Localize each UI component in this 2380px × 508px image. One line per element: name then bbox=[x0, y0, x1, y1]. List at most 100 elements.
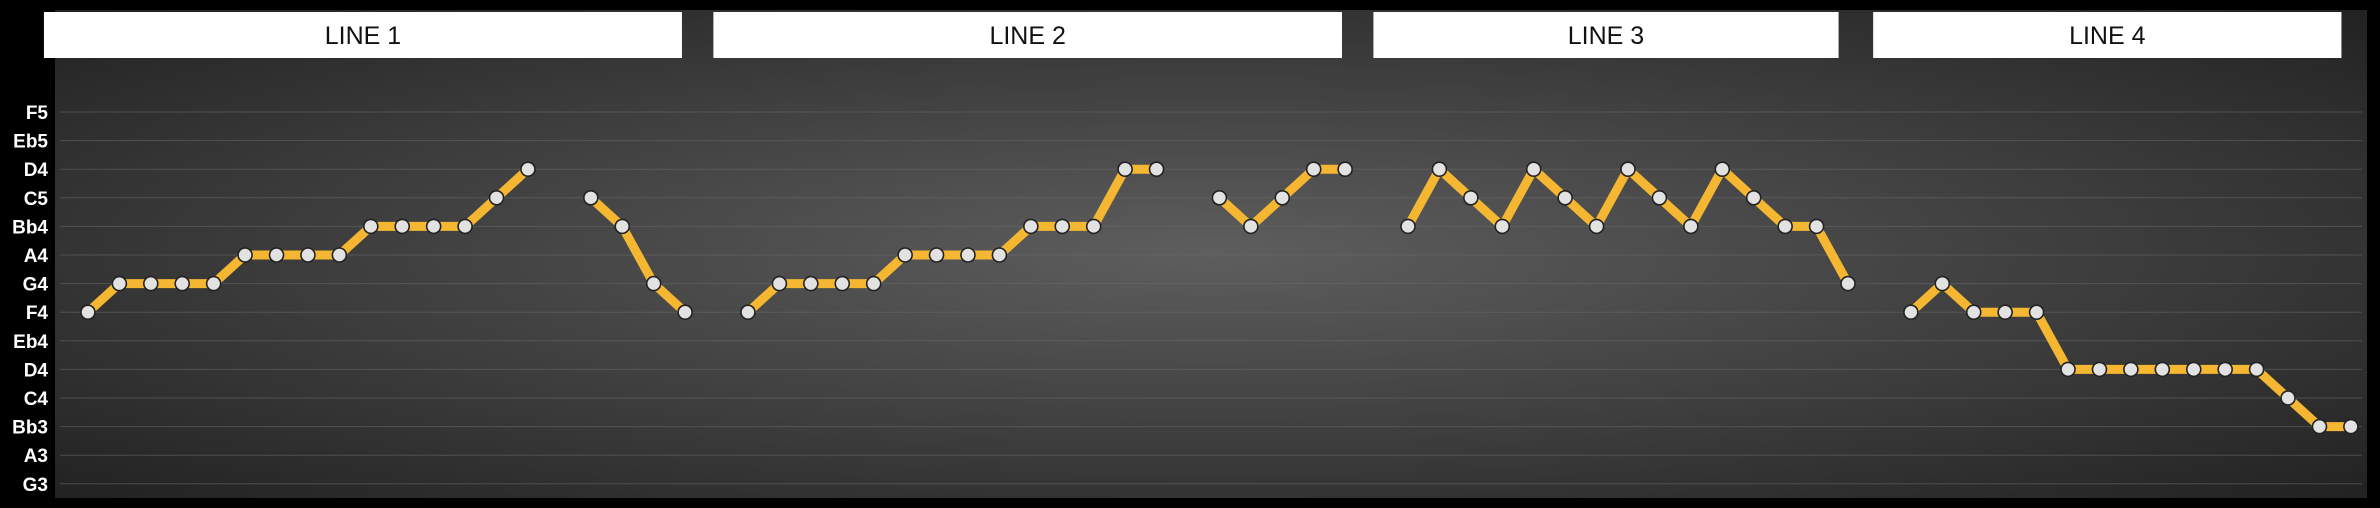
melody-point bbox=[991, 247, 1008, 263]
melody-point bbox=[614, 218, 631, 235]
melody-point bbox=[1148, 161, 1165, 177]
plot-background bbox=[55, 10, 2367, 498]
melody-point bbox=[1494, 218, 1511, 235]
melody-point bbox=[928, 247, 945, 263]
segment-header-box bbox=[43, 12, 682, 58]
melody-point bbox=[1588, 218, 1605, 235]
segment-title: LINE 3 bbox=[1568, 22, 1644, 50]
melody-point bbox=[1683, 218, 1699, 235]
y-tick-label: C5 bbox=[24, 189, 49, 210]
y-tick-label: C4 bbox=[24, 389, 49, 410]
segment-title: LINE 1 bbox=[325, 22, 401, 50]
y-tick-label: Eb4 bbox=[13, 332, 48, 353]
melody-point bbox=[803, 275, 819, 292]
melody-point bbox=[331, 247, 348, 263]
segment-header: LINE 2 bbox=[713, 12, 1342, 58]
segment-header: LINE 1 bbox=[43, 12, 682, 58]
melody-point bbox=[2185, 361, 2202, 378]
melody-point bbox=[1431, 161, 1448, 177]
y-tick-label: D4 bbox=[24, 160, 49, 181]
y-tick-label: G3 bbox=[23, 475, 48, 496]
melody-point bbox=[205, 275, 222, 292]
y-tick-label: A4 bbox=[24, 246, 49, 267]
melody-point bbox=[2028, 304, 2045, 321]
y-tick-label: F4 bbox=[26, 303, 49, 324]
melody-point bbox=[1117, 161, 1133, 177]
melody-point bbox=[1463, 190, 1479, 206]
melody-point bbox=[362, 218, 379, 235]
melody-point bbox=[1243, 218, 1259, 235]
melody-point bbox=[488, 190, 505, 206]
melody-point bbox=[1934, 275, 1951, 292]
segment-headers: LINE 1 LINE 2 LINE 3 LINE 4 bbox=[43, 12, 2342, 58]
melody-point bbox=[740, 304, 756, 321]
melody-point bbox=[111, 275, 128, 292]
melody-point bbox=[300, 247, 316, 263]
y-tick-label: Bb3 bbox=[12, 418, 48, 439]
melody-point bbox=[237, 247, 253, 263]
melody-point bbox=[1525, 161, 1542, 177]
melody-point bbox=[1305, 161, 1322, 177]
melody-point bbox=[2311, 418, 2328, 435]
melody-point bbox=[865, 275, 882, 292]
melody-point bbox=[2248, 361, 2265, 378]
melody-point bbox=[1714, 161, 1731, 177]
segment-header-box bbox=[1873, 12, 2342, 58]
melody-point bbox=[1085, 218, 1102, 235]
melody-point bbox=[1965, 304, 1982, 321]
melody-point bbox=[771, 275, 788, 292]
melody-point bbox=[142, 275, 159, 292]
melody-point bbox=[520, 161, 536, 177]
melody-point bbox=[2091, 361, 2108, 378]
melody-point bbox=[1211, 190, 1228, 206]
segment-header: LINE 4 bbox=[1873, 12, 2342, 58]
melody-point bbox=[1620, 161, 1636, 177]
melody-point bbox=[2123, 361, 2139, 378]
melody-point bbox=[425, 218, 442, 235]
melody-point bbox=[457, 218, 473, 235]
melody-point bbox=[1557, 190, 1573, 206]
melody-line bbox=[586, 193, 690, 317]
melody-points bbox=[80, 161, 2359, 435]
y-tick-label: F5 bbox=[26, 103, 49, 124]
melody-point bbox=[268, 247, 285, 263]
melody-point bbox=[1054, 218, 1071, 235]
y-axis-labels: F5 Eb5 D4 C5 Bb4 A4 G4 F4 Eb4 D4 C4 Bb3 A3 G3 bbox=[12, 103, 48, 496]
melody-point bbox=[645, 275, 662, 292]
melody-point bbox=[1400, 218, 1416, 235]
melody-point bbox=[1777, 218, 1793, 235]
melody-point bbox=[394, 218, 411, 235]
y-tick-label: Eb5 bbox=[13, 132, 48, 153]
segment-title: LINE 2 bbox=[989, 22, 1065, 50]
segment-title: LINE 4 bbox=[2069, 22, 2146, 50]
melody-point bbox=[1337, 161, 1353, 177]
segment-header: LINE 3 bbox=[1373, 12, 1839, 58]
melody-point bbox=[2060, 361, 2076, 378]
melody-point bbox=[1651, 190, 1668, 206]
gridlines bbox=[60, 111, 2362, 485]
melody-point bbox=[897, 247, 913, 263]
melody-point bbox=[2343, 418, 2359, 435]
melody-point bbox=[677, 304, 693, 321]
melody-point bbox=[174, 275, 191, 292]
melody-point bbox=[1274, 190, 1291, 206]
melody-point bbox=[1808, 218, 1825, 235]
melody-point bbox=[1745, 190, 1762, 206]
melody-point bbox=[583, 190, 599, 206]
melody-point bbox=[960, 247, 976, 263]
melody-point bbox=[2280, 390, 2296, 406]
y-tick-label: Bb4 bbox=[12, 217, 48, 238]
melody-point bbox=[2217, 361, 2233, 378]
segment-header-box bbox=[713, 12, 1342, 58]
melody-point bbox=[1840, 275, 1856, 292]
melody-point bbox=[1903, 304, 1919, 321]
melody-point bbox=[1997, 304, 2013, 321]
y-tick-label: G4 bbox=[23, 275, 49, 296]
melody-point bbox=[834, 275, 851, 292]
melody-point bbox=[80, 304, 96, 321]
y-tick-label: A3 bbox=[24, 446, 48, 467]
melody-point bbox=[1023, 218, 1039, 235]
y-tick-label: D4 bbox=[24, 360, 49, 381]
segment-header-box bbox=[1373, 12, 1839, 58]
